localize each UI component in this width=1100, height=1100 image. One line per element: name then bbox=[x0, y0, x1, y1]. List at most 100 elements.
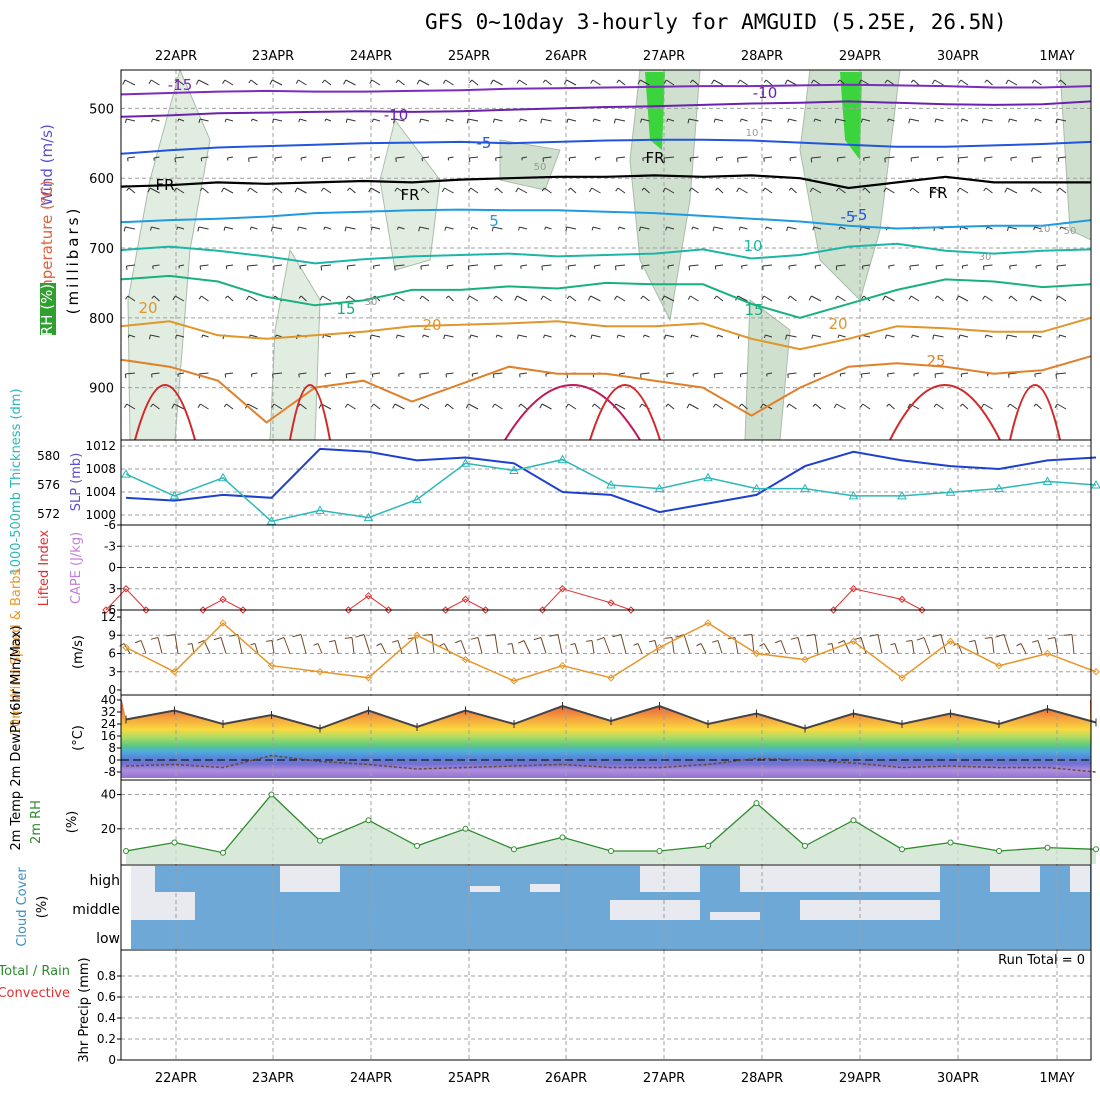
thickness-marker bbox=[800, 483, 810, 493]
upper-wind-barb bbox=[594, 403, 601, 410]
rh2m-marker bbox=[268, 791, 275, 798]
pressure-tick: 600 bbox=[89, 172, 114, 187]
upper-wind-barb bbox=[640, 226, 650, 230]
upper-wind-barb bbox=[1009, 403, 1018, 410]
upper-wind-barb-feather bbox=[541, 187, 545, 192]
upper-wind-barb-feather bbox=[640, 118, 642, 123]
upper-wind-barb bbox=[985, 334, 993, 338]
upper-wind-barb bbox=[227, 295, 234, 302]
upper-wind-barb bbox=[764, 187, 773, 194]
ylabel-temp2m-unit: (°C) bbox=[71, 725, 86, 751]
cloud-level-high: high bbox=[89, 873, 120, 889]
cloud-panel: high middle low Cloud Cover (%) bbox=[15, 864, 1092, 951]
wind10m-barb bbox=[203, 640, 211, 654]
lifted-index-line bbox=[833, 588, 923, 611]
upper-wind-barb-feather bbox=[812, 226, 815, 231]
upper-wind-barb bbox=[864, 187, 871, 194]
upper-wind-barb bbox=[836, 264, 846, 267]
upper-wind-barb-feather bbox=[930, 187, 934, 193]
upper-wind-barb-feather bbox=[882, 295, 886, 301]
upper-wind-barb bbox=[616, 295, 626, 302]
upper-wind-barb-feather bbox=[371, 118, 374, 123]
upper-wind-barb bbox=[126, 264, 136, 267]
upper-wind-barb-feather bbox=[836, 187, 840, 192]
wind10m-barb-feather bbox=[276, 637, 285, 641]
ylabel-lifted-index: Lifted Index bbox=[37, 529, 52, 606]
upper-wind-barb bbox=[639, 79, 650, 86]
upper-wind-barb bbox=[569, 295, 577, 302]
upper-wind-barb-feather bbox=[736, 187, 740, 193]
contour-label: -5 bbox=[477, 134, 492, 152]
lifted-index-marker bbox=[461, 595, 470, 604]
upper-wind-barb bbox=[937, 156, 944, 159]
upper-wind-barb-feather bbox=[1008, 295, 1012, 300]
upper-wind-barb-feather bbox=[812, 403, 816, 407]
upper-wind-barb bbox=[910, 295, 920, 302]
upper-wind-barb bbox=[521, 156, 528, 159]
upper-wind-barb bbox=[984, 156, 993, 159]
upper-wind-barb bbox=[493, 372, 503, 375]
upper-wind-barb-feather bbox=[1008, 118, 1010, 123]
upper-wind-barb bbox=[325, 118, 332, 122]
upper-wind-barb bbox=[394, 403, 405, 410]
upper-wind-barb bbox=[494, 264, 503, 267]
upper-wind-barb-feather bbox=[910, 79, 914, 83]
wind-speed-marker bbox=[413, 631, 421, 639]
upper-wind-barb bbox=[247, 264, 258, 267]
upper-wind-barb bbox=[444, 334, 454, 338]
upper-wind-barb-feather bbox=[397, 226, 399, 230]
wind10m-barb-feather bbox=[633, 643, 639, 646]
upper-wind-barb bbox=[322, 156, 332, 159]
rh-legend-swatch bbox=[40, 283, 56, 335]
wind10m-barb bbox=[254, 643, 259, 654]
upper-wind-barb bbox=[177, 79, 185, 86]
rh2m-marker bbox=[462, 825, 469, 832]
upper-wind-barb-feather bbox=[763, 334, 766, 339]
upper-wind-barb-feather bbox=[1005, 79, 1009, 85]
ylabel-cloud: Cloud Cover bbox=[15, 867, 30, 947]
upper-wind-barb-feather bbox=[419, 295, 423, 300]
cloud-gap bbox=[131, 866, 155, 892]
upper-wind-barb-feather bbox=[294, 187, 298, 193]
upper-wind-barb bbox=[666, 372, 675, 375]
upper-wind-barb-feather bbox=[298, 295, 302, 299]
bottom-date-28apr: 28APR bbox=[741, 1071, 783, 1086]
wind10m-barb bbox=[174, 634, 179, 654]
upper-wind-barb-feather bbox=[151, 118, 153, 123]
temp-contour-15 bbox=[120, 274, 1092, 319]
upper-wind-barb bbox=[643, 187, 650, 194]
upper-wind-barb bbox=[1010, 295, 1018, 302]
upper-wind-barb-feather bbox=[171, 403, 175, 409]
upper-wind-barb bbox=[321, 264, 332, 267]
upper-wind-barb-feather bbox=[493, 295, 497, 300]
lifted-index-marker bbox=[122, 585, 130, 593]
top-date-29apr: 29APR bbox=[839, 49, 881, 64]
upper-wind-barb-feather bbox=[420, 187, 424, 191]
upper-wind-barb bbox=[468, 118, 479, 122]
upper-wind-barb bbox=[178, 118, 185, 122]
wind-speed-marker bbox=[1092, 668, 1100, 676]
rh2m-marker bbox=[171, 839, 178, 846]
upper-wind-barb bbox=[1033, 334, 1042, 338]
wind10m-barb bbox=[877, 634, 883, 654]
upper-wind-barb bbox=[714, 372, 724, 375]
upper-wind-barb-feather bbox=[295, 79, 299, 84]
top-date-23apr: 23APR bbox=[252, 49, 294, 64]
upper-wind-barb bbox=[128, 334, 136, 338]
wind-speed-marker bbox=[267, 661, 276, 670]
upper-wind-barb-feather bbox=[348, 334, 351, 338]
dewpoint2m-line bbox=[125, 754, 1097, 773]
wind10m-barb bbox=[414, 637, 419, 654]
wind10m-barb-feather bbox=[486, 634, 496, 637]
upper-wind-barb bbox=[689, 403, 699, 410]
upper-wind-barb-feather bbox=[395, 334, 398, 339]
top-date-27apr: 27APR bbox=[643, 49, 685, 64]
upper-wind-barb bbox=[1034, 372, 1042, 375]
upper-wind-barb bbox=[763, 156, 773, 159]
upper-wind-barb bbox=[422, 187, 430, 194]
upper-wind-barb bbox=[1055, 372, 1067, 375]
upper-wind-barb bbox=[174, 295, 185, 302]
upper-wind-barb bbox=[1010, 156, 1018, 159]
wind10m-barb-feather bbox=[890, 643, 896, 646]
upper-wind-barb bbox=[887, 372, 895, 375]
